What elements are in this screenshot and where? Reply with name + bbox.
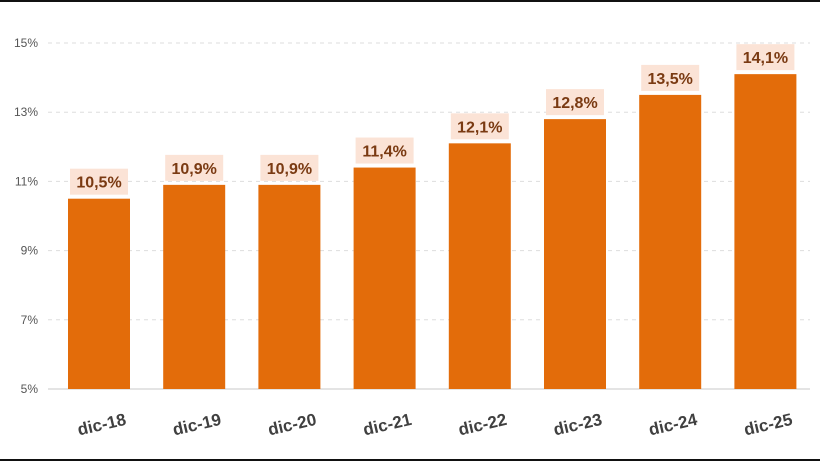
data-label: 10,5% [76,175,121,192]
data-label-background [736,44,795,71]
y-tick-label: 15% [14,36,38,50]
data-label: 10,9% [267,161,312,178]
x-tick-label: dic-23 [552,410,604,440]
bar [734,74,797,389]
data-label-background [450,113,509,140]
bar [163,184,226,389]
x-tick-label: dic-25 [742,410,794,440]
data-label-background [165,154,224,181]
bars [68,74,797,390]
x-tick-label: dic-19 [171,410,223,440]
x-tick-label: dic-18 [76,410,128,440]
bar [544,119,606,390]
x-tick-label: dic-24 [647,410,700,440]
data-label: 14,1% [743,50,788,67]
data-label-background [260,154,319,181]
x-tick-label: dic-21 [361,410,413,440]
data-label: 12,1% [457,119,502,136]
y-tick-label: 13% [14,105,38,119]
x-tick-label: dic-20 [266,410,318,440]
x-tick-label: dic-22 [456,410,508,440]
data-label: 10,9% [172,161,217,178]
x-axis-ticks: dic-18 dic-19 dic-20 dic-21 dic-22 dic-23 dic-… [76,410,795,440]
data-label-background [70,168,128,195]
data-labels: 10,5% 10,9% 10,9% 11,4% 12,1% 12,8% 13,5% 14,1% [70,44,795,195]
bar [68,198,130,389]
bar [258,184,321,389]
data-label: 12,8% [552,95,597,112]
data-label: 11,4% [362,144,406,161]
data-label-background [546,89,604,116]
y-tick-label: 9% [21,244,39,258]
data-label-background [355,137,414,164]
data-label-background [641,64,700,91]
bar [448,143,511,389]
y-tick-label: 11% [15,174,38,188]
y-tick-label: 5% [21,382,39,396]
bar [353,167,416,389]
y-axis-ticks: 5% 7% 9% 11% 13% 15% [14,36,38,396]
data-label: 13,5% [648,71,693,88]
bar [639,94,702,390]
y-tick-label: 7% [21,313,39,327]
